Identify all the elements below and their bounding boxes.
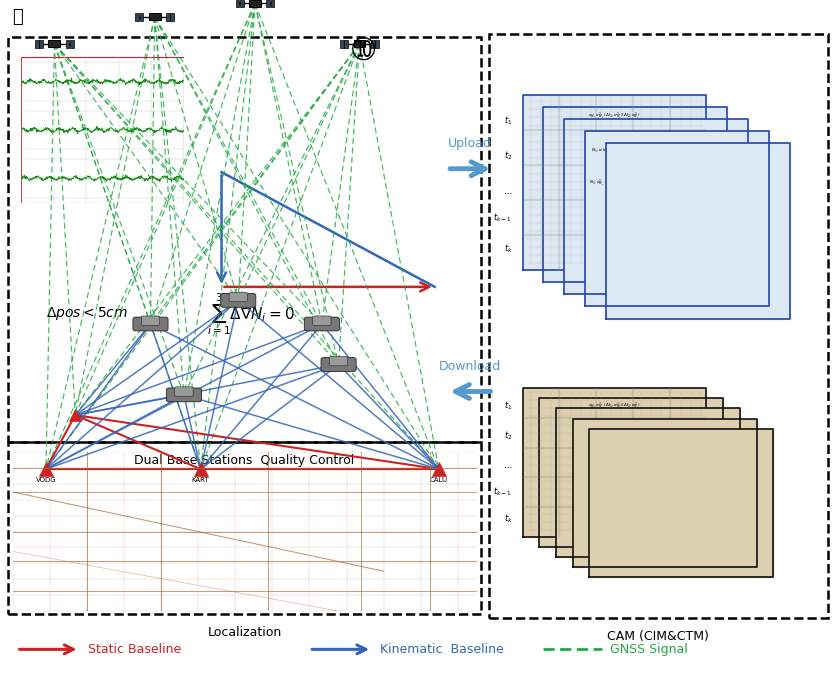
Text: CIM: CIM xyxy=(611,296,636,310)
Bar xyxy=(70,40,74,48)
Text: 🚛: 🚛 xyxy=(13,8,23,26)
Text: CALU: CALU xyxy=(430,477,448,483)
FancyBboxPatch shape xyxy=(166,388,201,402)
Text: $t_1$: $t_1$ xyxy=(504,115,512,127)
Text: $\sigma_{M_1}\ \sigma_{M_2}^2\ (\Delta I_1,\sigma_{M_1}^2)(\Delta I_2,\sigma_{M_: $\sigma_{M_1}\ \sigma_{M_2}^2\ (\Delta I… xyxy=(588,110,641,121)
Text: $\sigma_{M_1}\ \sigma_{M_2}^2\ (\Delta I_1,\sigma_{M_1}^2)(\Delta I_2,\sigma_{M_: $\sigma_{M_1}\ \sigma_{M_2}^2\ (\Delta I… xyxy=(588,400,641,412)
Bar xyxy=(21,57,184,202)
Text: $N_1,\sigma\ (\Delta I_1,\sigma_{M_1}^2)(\Delta I_2,\sigma_a^2)$: $N_1,\sigma\ (\Delta I_1,\sigma_{M_1}^2)… xyxy=(591,145,638,156)
Text: VODG: VODG xyxy=(36,477,56,483)
FancyBboxPatch shape xyxy=(133,317,168,331)
Polygon shape xyxy=(589,429,773,577)
Bar xyxy=(249,0,261,7)
Bar xyxy=(135,13,139,21)
Bar xyxy=(236,0,239,7)
Text: $t_{k-1}$: $t_{k-1}$ xyxy=(493,486,512,498)
Text: Kinematic  Baseline: Kinematic Baseline xyxy=(380,643,504,656)
Bar xyxy=(375,40,379,48)
Text: $t_2$: $t_2$ xyxy=(504,429,512,442)
Polygon shape xyxy=(522,388,706,537)
Text: Download: Download xyxy=(439,360,501,373)
Text: Upload: Upload xyxy=(448,137,492,150)
Text: $t_1$: $t_1$ xyxy=(504,400,512,412)
Bar xyxy=(344,40,348,48)
Text: ➉: ➉ xyxy=(352,36,375,65)
Text: $N_1,\sigma_{M_1}^2\ (\Delta I_1,\sigma_{M_1}^2)(\Delta I_1,\sigma_a^2)$: $N_1,\sigma_{M_1}^2\ (\Delta I_1,\sigma_… xyxy=(589,457,640,468)
Text: $\cdots$: $\cdots$ xyxy=(503,461,512,470)
Polygon shape xyxy=(522,95,706,270)
Bar xyxy=(149,14,161,20)
Text: $N_1,\sigma\ (\Delta I_1,\sigma_{M_1}^2)(\Delta I_2,\sigma_a^2)$: $N_1,\sigma\ (\Delta I_1,\sigma_{M_1}^2)… xyxy=(591,430,638,441)
Text: KART: KART xyxy=(191,477,210,483)
Text: $t_k$: $t_k$ xyxy=(503,243,512,255)
FancyBboxPatch shape xyxy=(329,356,348,366)
Bar xyxy=(35,40,38,48)
Text: $\sum_{i=1}^{3}\Delta\nabla N_i = 0$: $\sum_{i=1}^{3}\Delta\nabla N_i = 0$ xyxy=(207,291,294,337)
FancyBboxPatch shape xyxy=(229,292,247,302)
Bar xyxy=(354,40,365,47)
Bar xyxy=(8,37,481,442)
Polygon shape xyxy=(543,107,727,282)
Bar xyxy=(371,40,375,48)
Polygon shape xyxy=(585,131,769,306)
Text: Static Baseline: Static Baseline xyxy=(88,643,181,656)
Bar xyxy=(66,40,69,48)
Polygon shape xyxy=(556,408,740,557)
Text: $t_2$: $t_2$ xyxy=(504,150,512,162)
FancyBboxPatch shape xyxy=(221,294,256,307)
Polygon shape xyxy=(564,119,748,294)
Bar xyxy=(8,442,481,614)
FancyBboxPatch shape xyxy=(313,316,331,325)
Polygon shape xyxy=(606,143,790,319)
Text: CAM (CIM&CTM): CAM (CIM&CTM) xyxy=(608,630,709,643)
FancyBboxPatch shape xyxy=(175,387,193,396)
FancyBboxPatch shape xyxy=(304,317,339,331)
Bar xyxy=(48,40,60,47)
Text: $\Delta pos < 5cm$: $\Delta pos < 5cm$ xyxy=(46,305,128,323)
Text: $t_k$: $t_k$ xyxy=(503,512,512,525)
Bar xyxy=(140,13,143,21)
Bar xyxy=(489,34,828,618)
Text: Localization: Localization xyxy=(207,626,282,639)
Bar xyxy=(166,13,170,21)
FancyBboxPatch shape xyxy=(321,358,356,371)
Text: $N_1,\sigma_{M_1}^2\ (\Delta I_1,\sigma_{M_1}^2)(\Delta I_1,\sigma_a^2)$: $N_1,\sigma_{M_1}^2\ (\Delta I_1,\sigma_… xyxy=(589,177,640,188)
Text: Dual Base Stations  Quality Control: Dual Base Stations Quality Control xyxy=(135,454,354,467)
Polygon shape xyxy=(539,398,723,547)
Text: $\cdots$: $\cdots$ xyxy=(503,186,512,196)
Bar xyxy=(271,0,274,7)
Bar xyxy=(340,40,344,48)
Text: GNSS Signal: GNSS Signal xyxy=(610,643,688,656)
Bar xyxy=(240,0,243,7)
Bar xyxy=(39,40,43,48)
FancyBboxPatch shape xyxy=(141,316,160,325)
Polygon shape xyxy=(573,418,757,567)
Bar xyxy=(171,13,174,21)
Text: $t_{k-1}$: $t_{k-1}$ xyxy=(493,211,512,223)
Bar xyxy=(267,0,270,7)
Text: CTM: CTM xyxy=(609,557,639,571)
